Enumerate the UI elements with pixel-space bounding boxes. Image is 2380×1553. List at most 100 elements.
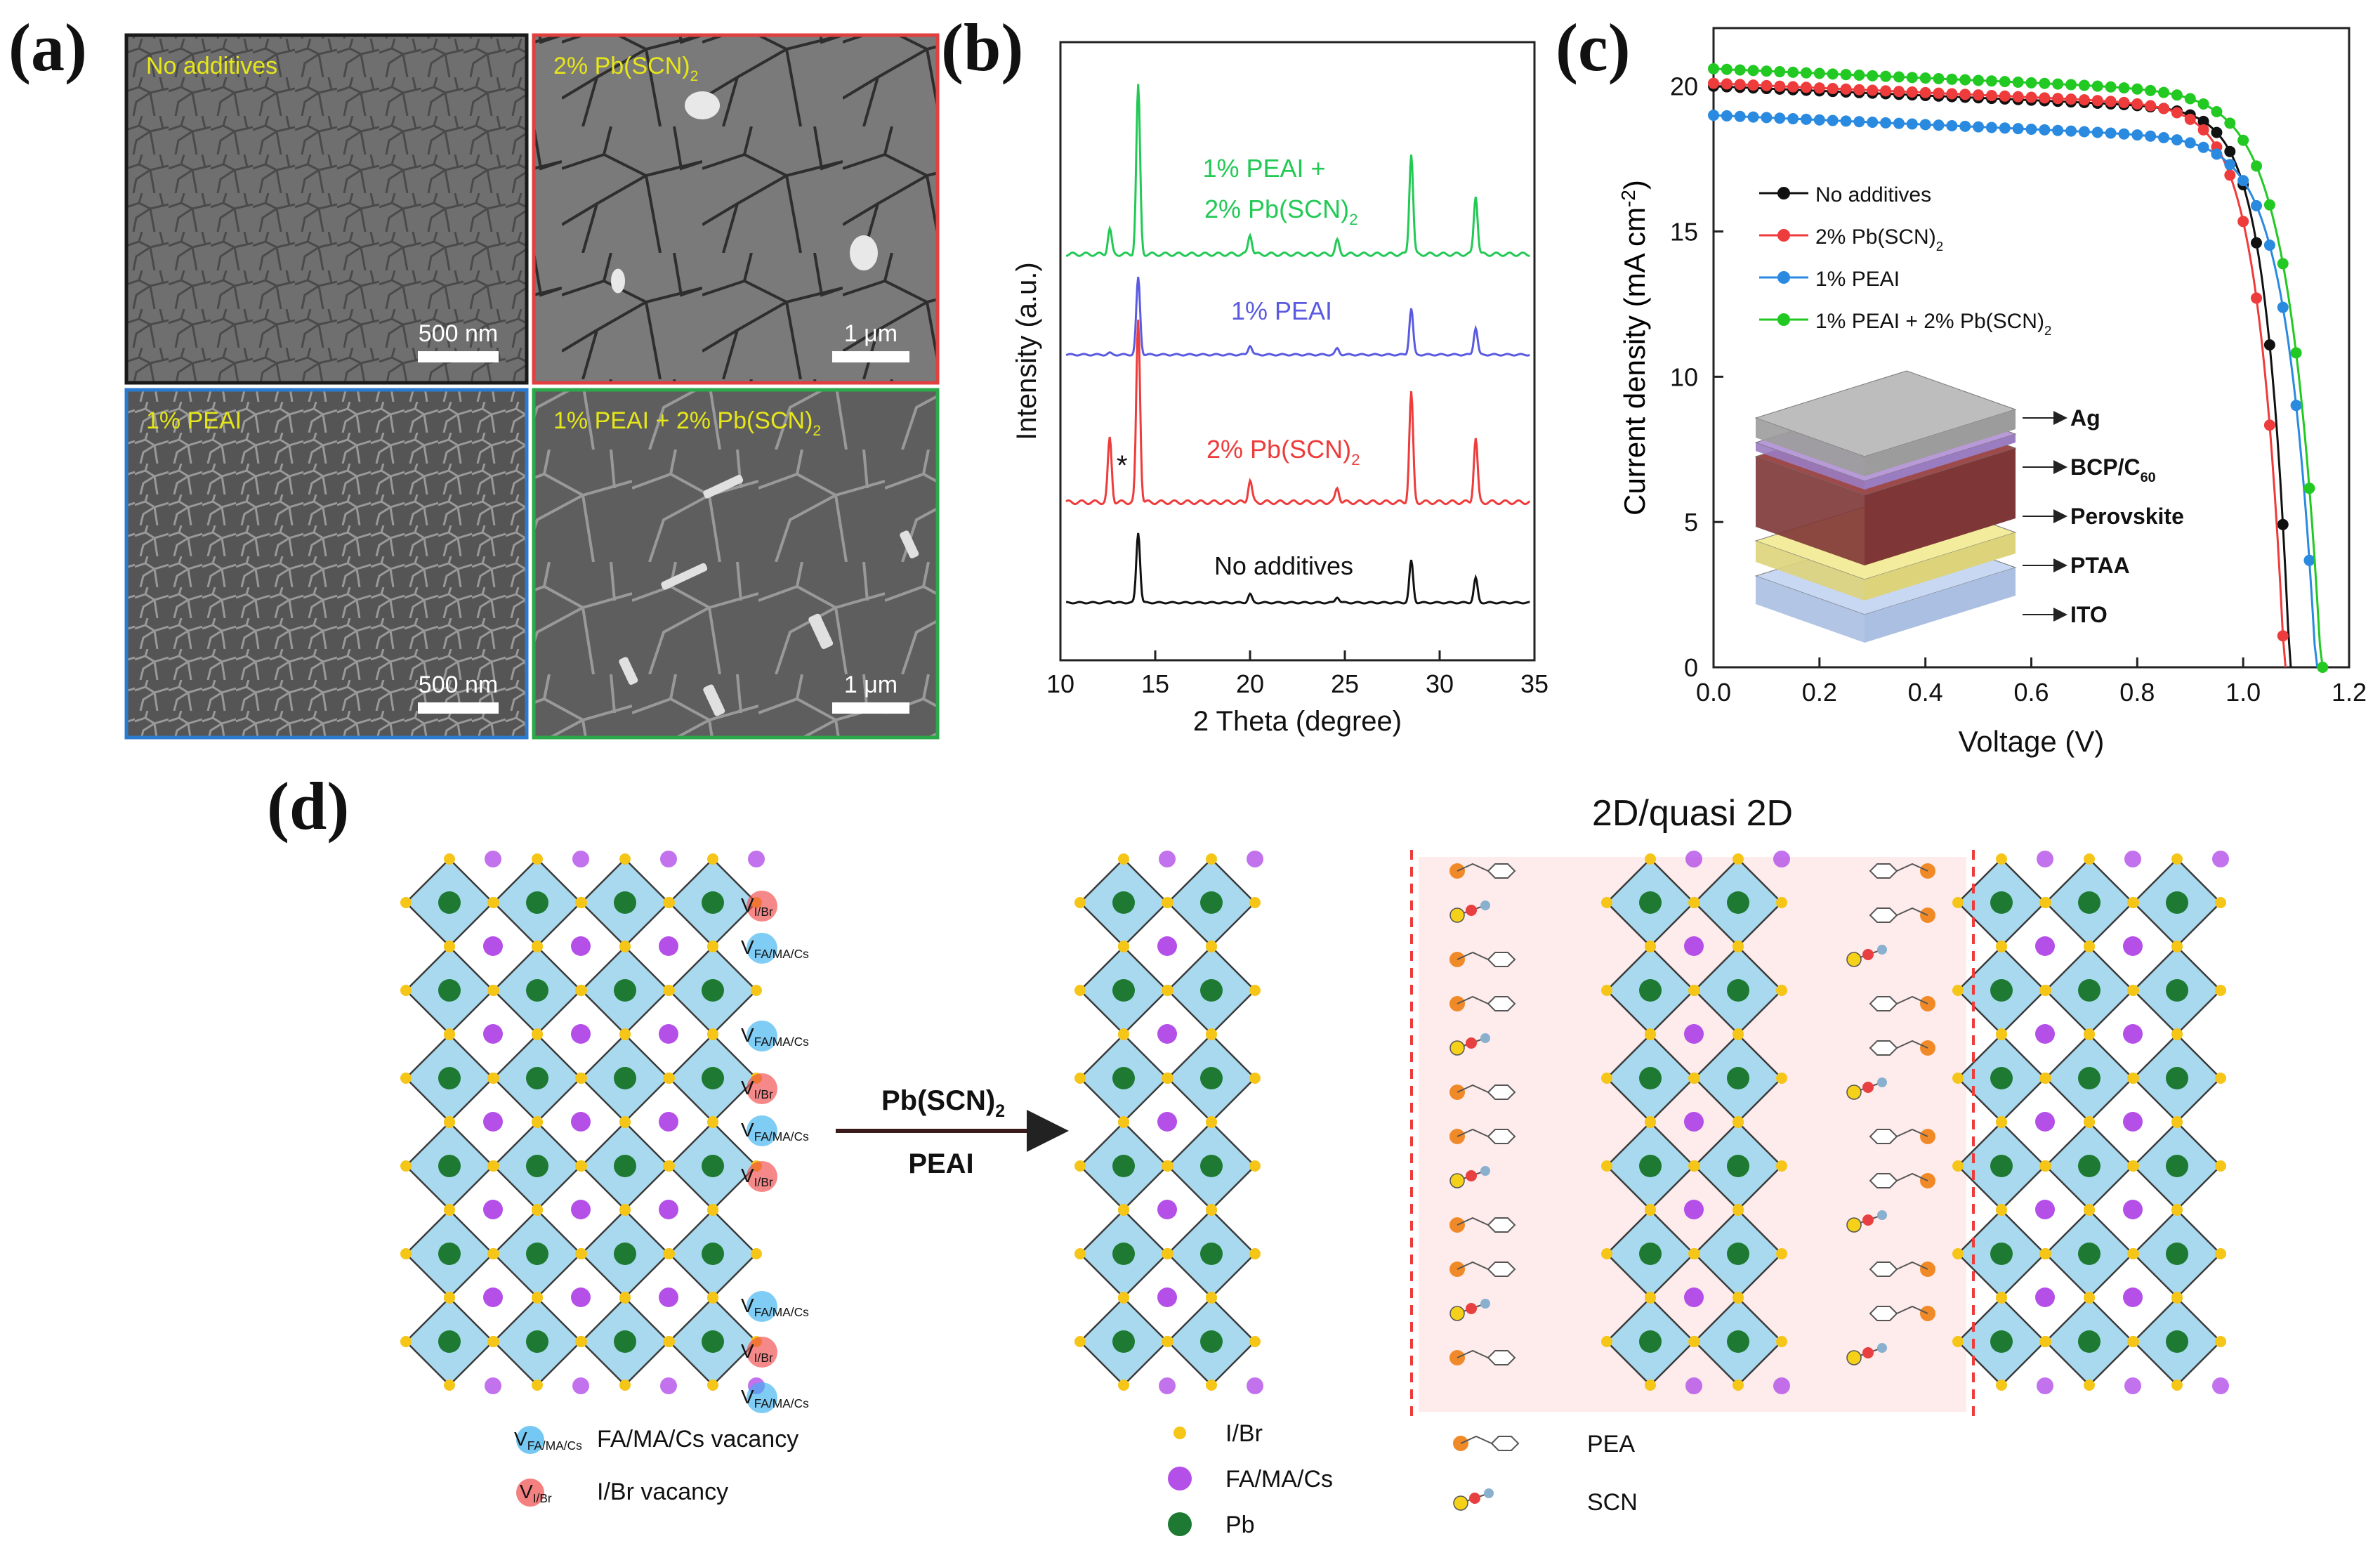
jv-ytick-label: 0 — [1684, 653, 1698, 682]
pb-atom — [438, 891, 461, 914]
bright-feature — [661, 563, 708, 590]
pb-atom — [1639, 1155, 1662, 1177]
scn-n — [1480, 1033, 1490, 1043]
a-cation — [483, 1112, 503, 1132]
lattice-left — [400, 851, 765, 1394]
jv-point — [2237, 134, 2249, 146]
xrd-xtick-label: 20 — [1236, 669, 1264, 698]
a-cation — [659, 1112, 678, 1132]
jv-point — [1893, 86, 1905, 98]
pb-atom — [526, 891, 548, 914]
jv-point — [2145, 100, 2157, 112]
jv-point — [2263, 419, 2275, 431]
jv-point — [1999, 76, 2011, 88]
scn-s — [1846, 1350, 1862, 1365]
scale-bar — [418, 702, 499, 714]
pb-atom — [614, 891, 636, 914]
halide-atom — [488, 985, 499, 996]
label-main: 1% PEAI — [1815, 268, 1900, 291]
a-cation — [2035, 936, 2055, 956]
halide-atom — [1118, 1292, 1129, 1304]
jv-point — [2145, 130, 2157, 142]
jv-point — [1946, 88, 1958, 100]
jv-point — [2145, 84, 2157, 96]
pea-ring — [1487, 863, 1516, 879]
halide-atom — [1776, 1248, 1787, 1259]
a-cation — [1773, 851, 1790, 867]
sem-tile: 1% PEAI 500 nm — [124, 388, 529, 740]
jv-point — [1867, 84, 1879, 96]
label-main: No additives — [1815, 183, 1931, 207]
scale-bar — [832, 351, 909, 362]
halide-atom — [576, 897, 587, 908]
jv-point — [1893, 117, 1905, 129]
xrd-frame — [1059, 41, 1536, 662]
pb-atom — [1200, 891, 1223, 914]
pb-atom — [614, 1155, 636, 1177]
schematic-panel: VI/BrVFA/MA/CsVFA/MA/CsVI/BrVFA/MA/CsVI/… — [400, 793, 2229, 1538]
vacancy-glow — [747, 1291, 777, 1322]
a-cation — [571, 1200, 591, 1219]
jv-point — [2263, 240, 2275, 251]
halide-atom — [1206, 941, 1217, 952]
jv-point — [1973, 121, 1985, 133]
pb-atom — [2166, 891, 2188, 914]
halide-atom — [2040, 1248, 2051, 1259]
halide-atom — [751, 985, 762, 996]
legend-atom — [1168, 1467, 1192, 1490]
vacancy-label: VFA/MA/Cs — [741, 1386, 809, 1410]
halide-atom — [1776, 897, 1787, 908]
a-cation — [1157, 1024, 1177, 1044]
pb-atom — [2078, 1330, 2100, 1353]
legend-label: 1% PEAI + 2% Pb(SCN)2 — [1815, 310, 2051, 338]
sem-tile: No additives 500 nm — [124, 33, 529, 385]
a-cation — [2123, 1287, 2143, 1307]
halide-atom — [532, 1117, 543, 1128]
halide-atom — [619, 853, 631, 865]
xrd-trace-label: 1% PEAI + — [1202, 154, 1325, 183]
jv-point — [2184, 93, 2196, 105]
jv-point — [1919, 119, 1931, 131]
a-cation — [1157, 936, 1177, 956]
legend-label: I/Br — [1225, 1420, 1263, 1447]
legend-label: I/Br vacancy — [597, 1479, 728, 1505]
a-cation — [660, 1377, 677, 1394]
device-layer-front — [1756, 418, 1865, 476]
halide-atom — [707, 1117, 718, 1128]
halide-atom — [1996, 1205, 2007, 1216]
pb-atom — [438, 1330, 461, 1353]
a-cation — [1684, 936, 1704, 956]
halide-atom — [619, 941, 631, 952]
scn-c — [1466, 905, 1477, 916]
device-layer-label: Perovskite — [2070, 504, 2184, 529]
halide-atom — [1689, 1336, 1700, 1347]
xrd-trace-label: No additives — [1214, 551, 1353, 580]
jv-point — [2171, 89, 2183, 101]
jv-point — [2171, 107, 2183, 119]
halide-atom — [1733, 1380, 1744, 1391]
jv-point — [2039, 124, 2051, 136]
halide-atom — [1206, 853, 1217, 865]
pea-chain — [1896, 1261, 1928, 1270]
jv-point — [2211, 126, 2223, 138]
label-subscript: 2 — [1349, 211, 1357, 228]
jv-point — [2211, 148, 2223, 160]
legend-vacancy-glow — [516, 1479, 544, 1507]
jv-point — [2303, 483, 2315, 494]
pea-chain — [1457, 863, 1489, 872]
label-main: 1% PEAI + 2% Pb(SCN) — [553, 407, 813, 434]
a-cation — [1159, 1377, 1176, 1394]
jv-point — [2317, 662, 2329, 673]
halide-atom — [707, 1205, 718, 1216]
device-layer-label: PTAA — [2070, 553, 2130, 578]
halide-atom — [1118, 1205, 1129, 1216]
jv-point — [1708, 63, 1719, 74]
pea-chain — [1457, 1128, 1489, 1137]
a-cation — [2212, 1377, 2229, 1394]
pb-atom — [614, 1067, 636, 1089]
pb-atom — [1990, 1243, 2013, 1265]
jv-point — [2171, 134, 2183, 146]
jv-point — [2105, 127, 2117, 139]
legend-label: SCN — [1587, 1489, 1638, 1516]
device-layer-side — [1865, 568, 2016, 643]
